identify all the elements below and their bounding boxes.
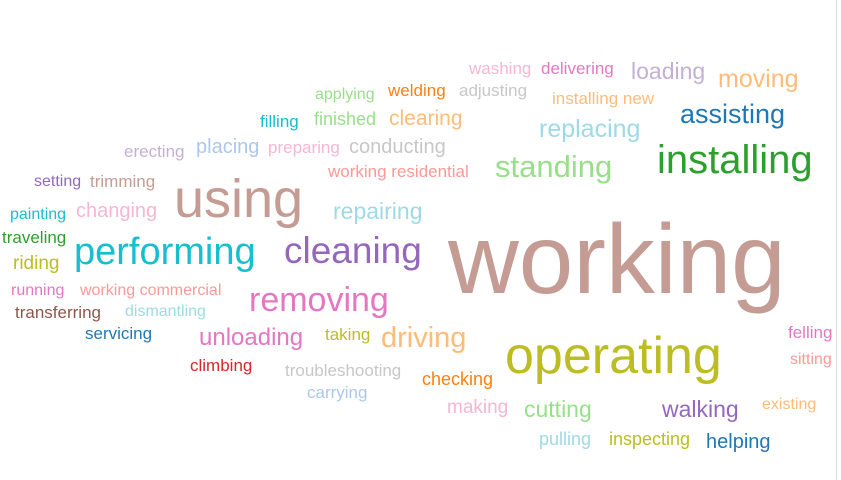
- word-pulling: pulling: [539, 429, 592, 449]
- word-felling: felling: [788, 323, 833, 342]
- word-installing: installing: [657, 138, 813, 182]
- word-existing: existing: [762, 396, 817, 413]
- word-cleaning: cleaning: [284, 230, 422, 271]
- word-trimming: trimming: [90, 172, 156, 191]
- word-removing: removing: [249, 281, 389, 319]
- word-helping: helping: [706, 431, 771, 453]
- word-servicing: servicing: [85, 324, 153, 343]
- word-checking: checking: [422, 369, 494, 389]
- word-standing: standing: [495, 149, 613, 184]
- word-dismantling: dismantling: [125, 303, 206, 320]
- word-carrying: carrying: [307, 383, 368, 402]
- word-operating: operating: [505, 327, 722, 385]
- word-climbing: climbing: [190, 356, 253, 375]
- word-working: working: [448, 204, 786, 314]
- word-clearing: clearing: [389, 107, 463, 130]
- word-loading: loading: [631, 58, 706, 84]
- word-performing: performing: [74, 231, 256, 273]
- word-filling: filling: [260, 112, 299, 131]
- word-finished: finished: [314, 109, 377, 129]
- word-washing: washing: [469, 59, 532, 78]
- word-applying: applying: [315, 86, 375, 103]
- word-welding: welding: [388, 81, 446, 100]
- word-adjusting: adjusting: [459, 81, 528, 100]
- word-erecting: erecting: [124, 142, 185, 161]
- word-riding: riding: [13, 253, 60, 274]
- word-setting: setting: [34, 173, 82, 190]
- word-working-commercial: working commercial: [80, 282, 222, 299]
- word-moving: moving: [718, 65, 799, 93]
- word-inspecting: inspecting: [609, 429, 691, 449]
- word-delivering: delivering: [541, 59, 614, 78]
- word-painting: painting: [10, 206, 67, 223]
- word-repairing: repairing: [333, 198, 423, 224]
- word-installing-new: installing new: [552, 89, 655, 108]
- word-conducting: conducting: [349, 136, 446, 158]
- word-driving: driving: [381, 322, 467, 354]
- word-using: using: [174, 169, 304, 229]
- right-border-line: [836, 0, 837, 480]
- word-traveling: traveling: [2, 228, 67, 247]
- word-making: making: [447, 397, 509, 418]
- word-assisting: assisting: [680, 99, 786, 129]
- word-troubleshooting: troubleshooting: [285, 361, 402, 380]
- word-cutting: cutting: [524, 396, 592, 422]
- word-changing: changing: [76, 200, 158, 222]
- word-replacing: replacing: [539, 115, 641, 143]
- word-unloading: unloading: [199, 324, 304, 351]
- word-taking: taking: [325, 325, 371, 344]
- word-walking: walking: [662, 396, 739, 422]
- word-running: running: [11, 282, 65, 299]
- word-transferring: transferring: [15, 303, 101, 322]
- word-preparing: preparing: [268, 138, 340, 157]
- word-sitting: sitting: [790, 351, 832, 368]
- word-placing: placing: [196, 136, 260, 158]
- word-working-residential: working residential: [328, 162, 469, 181]
